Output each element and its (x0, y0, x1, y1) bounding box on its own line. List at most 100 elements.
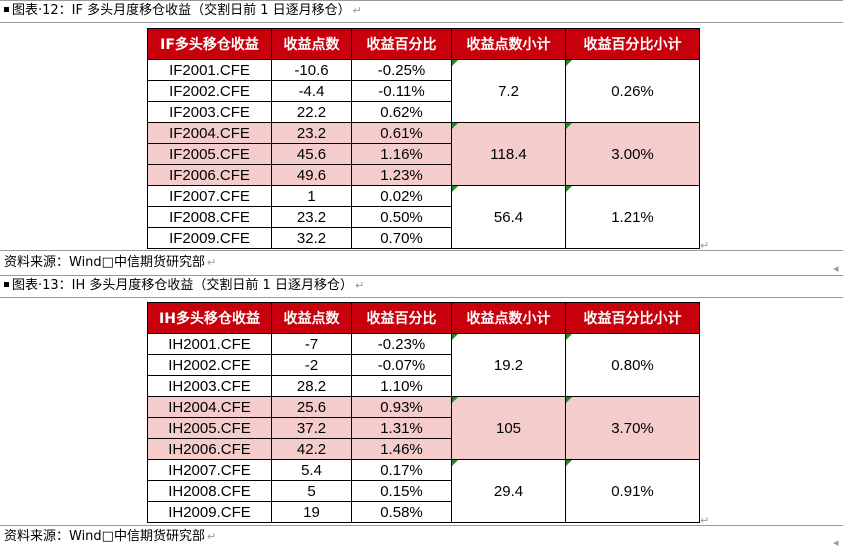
table-row: IH2004.CFE 25.6 0.93% 105 3.70% (147, 396, 700, 460)
points-cell: 32.2 (271, 227, 352, 249)
percent-cell: 1.23% (351, 164, 452, 186)
points-cell: -4.4 (271, 80, 352, 102)
percent-cell: 0.50% (351, 206, 452, 228)
subtotal-percent-cell: 0.91% (565, 459, 700, 523)
caption-rule (0, 297, 843, 298)
points-cell: 23.2 (271, 122, 352, 144)
figure-caption: 图表·13：IH 多头月度移仓收益（交割日前 1 日逐月移仓） ↵ (4, 278, 364, 294)
contract-code-cell: IF2003.CFE (147, 101, 272, 123)
column-header: 收益点数小计 (451, 302, 566, 334)
contract-code-cell: IF2001.CFE (147, 59, 272, 81)
percent-cell: 0.17% (351, 459, 452, 481)
contract-code-cell: IF2009.CFE (147, 227, 272, 249)
points-cell: 45.6 (271, 143, 352, 165)
table-bottom-rule (0, 525, 843, 526)
subtotal-percent-cell: 3.70% (565, 396, 700, 460)
percent-cell: 0.15% (351, 480, 452, 502)
contract-code-cell: IF2006.CFE (147, 164, 272, 186)
comment-marker-icon (566, 123, 572, 129)
comment-marker-icon (452, 123, 458, 129)
points-cell: 22.2 (271, 101, 352, 123)
percent-cell: 0.02% (351, 185, 452, 207)
column-header: 收益百分比小计 (565, 302, 700, 334)
points-cell: -7 (271, 333, 352, 355)
contract-code-cell: IH2001.CFE (147, 333, 272, 355)
column-header: IF多头移仓收益 (147, 28, 272, 60)
table-row: IF2008.CFE 23.2 0.50% (147, 206, 700, 228)
percent-cell: -0.11% (351, 80, 452, 102)
table-row: IH2006.CFE 42.2 1.46% (147, 438, 700, 460)
paragraph-mark-icon: ↵ (352, 4, 362, 17)
points-cell: 1 (271, 185, 352, 207)
figure-caption: 图表·12：IF 多头月度移仓收益（交割日前 1 日逐月移仓） ↵ (4, 3, 362, 19)
contract-code-cell: IH2003.CFE (147, 375, 272, 397)
contract-code-cell: IF2008.CFE (147, 206, 272, 228)
table-row: IF2003.CFE 22.2 0.62% (147, 101, 700, 123)
comment-marker-icon (452, 397, 458, 403)
contract-code-cell: IH2002.CFE (147, 354, 272, 376)
percent-cell: -0.25% (351, 59, 452, 81)
comment-marker-icon (452, 460, 458, 466)
contract-code-cell: IH2009.CFE (147, 501, 272, 523)
subtotal-points-cell: 29.4 (451, 459, 566, 523)
contract-code-cell: IF2005.CFE (147, 143, 272, 165)
points-cell: 19 (271, 501, 352, 523)
percent-cell: 0.93% (351, 396, 452, 418)
percent-cell: 0.70% (351, 227, 452, 249)
table-row: IF2006.CFE 49.6 1.23% (147, 164, 700, 186)
source-note: 资料来源：Wind□中信期货研究部 ↵ (4, 255, 217, 270)
table-row: IF2007.CFE 1 0.02% 56.4 1.21% (147, 185, 700, 249)
percent-cell: 1.31% (351, 417, 452, 439)
column-header: 收益点数小计 (451, 28, 566, 60)
cell-end-mark-icon: ↵ (700, 514, 710, 527)
contract-code-cell: IF2002.CFE (147, 80, 272, 102)
percent-cell: -0.07% (351, 354, 452, 376)
contract-code-cell: IH2005.CFE (147, 417, 272, 439)
paragraph-mark-icon: ↵ (206, 256, 217, 269)
points-cell: 49.6 (271, 164, 352, 186)
percent-cell: 0.58% (351, 501, 452, 523)
top-rule (0, 0, 843, 1)
table-row: IH2007.CFE 5.4 0.17% 29.4 0.91% (147, 459, 700, 523)
points-cell: 23.2 (271, 206, 352, 228)
percent-cell: 1.16% (351, 143, 452, 165)
subtotal-percent-cell: 0.26% (565, 59, 700, 123)
points-cell: 37.2 (271, 417, 352, 439)
points-cell: 42.2 (271, 438, 352, 460)
right-margin-mark-icon: ◂ (833, 262, 839, 275)
source-note: 资料来源：Wind□中信期货研究部 ↵ (4, 529, 217, 544)
percent-cell: 1.10% (351, 375, 452, 397)
comment-marker-icon (566, 186, 572, 192)
column-header: IH多头移仓收益 (147, 302, 272, 334)
comment-marker-icon (566, 334, 572, 340)
comment-marker-icon (566, 397, 572, 403)
points-cell: -2 (271, 354, 352, 376)
contract-code-cell: IF2007.CFE (147, 185, 272, 207)
percent-cell: -0.23% (351, 333, 452, 355)
percent-cell: 0.62% (351, 101, 452, 123)
data-table: IH多头移仓收益 收益点数 收益百分比 收益点数小计 收益百分比小计 IH200… (147, 302, 700, 523)
right-margin-mark-icon: ◂ (833, 536, 839, 549)
comment-marker-icon (452, 186, 458, 192)
contract-code-cell: IH2006.CFE (147, 438, 272, 460)
table-row: IH2003.CFE 28.2 1.10% (147, 375, 700, 397)
subtotal-points-cell: 19.2 (451, 333, 566, 397)
points-cell: 25.6 (271, 396, 352, 418)
comment-marker-icon (566, 60, 572, 66)
contract-code-cell: IF2004.CFE (147, 122, 272, 144)
bullet-icon (4, 7, 9, 12)
comment-marker-icon (566, 460, 572, 466)
table-row: IH2001.CFE -7 -0.23% 19.2 0.80% (147, 333, 700, 397)
contract-code-cell: IH2007.CFE (147, 459, 272, 481)
bullet-icon (4, 282, 9, 287)
paragraph-mark-icon: ↵ (206, 530, 217, 543)
subtotal-points-cell: 105 (451, 396, 566, 460)
caption-rule (0, 22, 843, 23)
table-header-row: IF多头移仓收益 收益点数 收益百分比 收益点数小计 收益百分比小计 (147, 28, 700, 60)
points-cell: -10.6 (271, 59, 352, 81)
table-bottom-rule (0, 250, 843, 251)
subtotal-points-cell: 7.2 (451, 59, 566, 123)
points-cell: 28.2 (271, 375, 352, 397)
contract-code-cell: IH2004.CFE (147, 396, 272, 418)
table-row: IF2004.CFE 23.2 0.61% 118.4 3.00% (147, 122, 700, 186)
